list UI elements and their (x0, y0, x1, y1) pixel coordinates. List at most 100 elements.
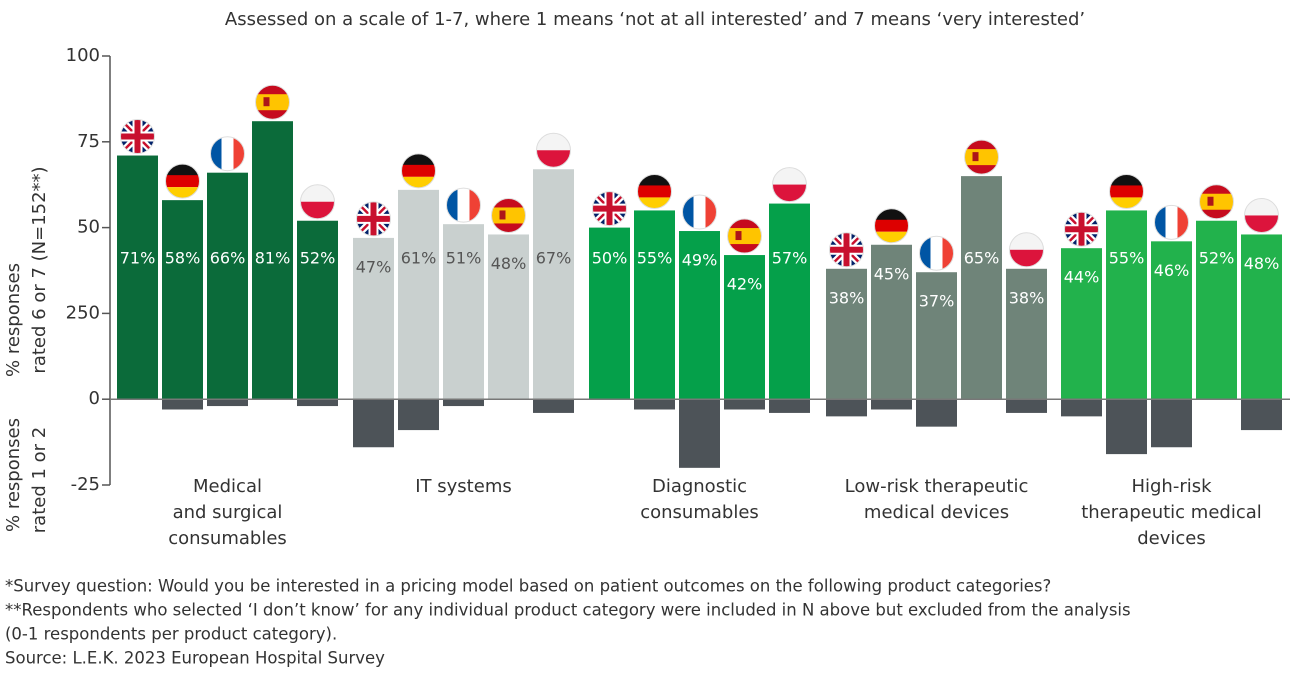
bar (826, 268, 867, 400)
y-tick-label: 75 (77, 131, 100, 152)
value-label: 37% (919, 292, 955, 311)
value-label: 48% (491, 254, 527, 273)
x-tick-label: therapeutic medical (1081, 502, 1262, 523)
negative-bar (1006, 399, 1047, 413)
flag-rim (446, 187, 481, 223)
bar (443, 224, 484, 400)
value-label: 66% (210, 249, 246, 268)
negative-bar (634, 399, 675, 410)
value-label: 46% (1154, 261, 1190, 280)
bar (871, 244, 912, 400)
y-tick-label: 0 (89, 388, 100, 409)
value-label: 55% (1109, 249, 1145, 268)
value-label: 65% (964, 249, 1000, 268)
subtitle: Assessed on a scale of 1-7, where 1 mean… (225, 9, 1085, 30)
flag-rim (1154, 204, 1189, 240)
flag-rim (491, 197, 526, 233)
y-tick-label: -25 (71, 474, 100, 495)
flag-rim (300, 184, 335, 220)
bar (533, 169, 574, 400)
value-label: 71% (120, 249, 156, 268)
flag-rim (727, 218, 762, 254)
bar (1006, 268, 1047, 400)
flag-rim (637, 173, 672, 209)
flag-rim (255, 84, 290, 120)
x-tick-label: devices (1137, 528, 1206, 549)
y-axis-label: rated 6 or 7 (N=152**) (29, 166, 50, 373)
bar (252, 121, 293, 400)
flag-rim (964, 139, 999, 175)
negative-bar (1241, 399, 1282, 431)
flag-rim (120, 119, 155, 155)
x-tick-label: consumables (640, 502, 759, 523)
negative-bar (162, 399, 203, 410)
negative-bar (679, 399, 720, 468)
value-label: 50% (592, 249, 628, 268)
flag-rim (1064, 211, 1099, 247)
x-tick-label: High-risk (1131, 476, 1212, 497)
flag-rim (919, 235, 954, 271)
negative-bar (443, 399, 484, 407)
negative-bar (916, 399, 957, 427)
value-label: 58% (165, 249, 201, 268)
bar (916, 272, 957, 400)
y-tick-label: 250 (66, 302, 100, 323)
bar (398, 189, 439, 400)
flag-rim (874, 208, 909, 244)
bar (1106, 210, 1147, 400)
bar (589, 227, 630, 400)
bar (353, 237, 394, 400)
value-label: 55% (637, 249, 673, 268)
value-label: 48% (1244, 254, 1280, 273)
bar (724, 255, 765, 400)
flag-rim (536, 132, 571, 168)
bar (207, 172, 248, 400)
flag-rim (1009, 232, 1044, 268)
y-tick-label: 50 (77, 217, 100, 238)
value-label: 45% (874, 264, 910, 283)
flag-rim (772, 167, 807, 203)
value-label: 42% (727, 275, 763, 294)
value-label: 52% (300, 249, 336, 268)
bar (634, 210, 675, 400)
negative-bar (724, 399, 765, 410)
value-label: 61% (401, 249, 437, 268)
value-label: 52% (1199, 249, 1235, 268)
flag-rim (401, 153, 436, 189)
value-label: 49% (682, 251, 718, 270)
footnote: Source: L.E.K. 2023 European Hospital Su… (5, 649, 385, 668)
negative-bar (207, 399, 248, 407)
x-tick-label: Diagnostic (652, 476, 747, 497)
bar (162, 200, 203, 400)
negative-bar (826, 399, 867, 417)
x-tick-label: Medical (193, 476, 262, 497)
flag-rim (592, 191, 627, 227)
value-label: 38% (1009, 288, 1045, 307)
value-label: 81% (255, 249, 291, 268)
y-tick-label: 100 (66, 45, 100, 66)
negative-bar (871, 399, 912, 410)
bar (1151, 241, 1192, 400)
value-label: 47% (356, 257, 392, 276)
value-label: 67% (536, 249, 572, 268)
x-tick-label: medical devices (864, 502, 1009, 523)
bar (488, 234, 529, 400)
y-axis-label: % responses (3, 418, 24, 532)
value-label: 44% (1064, 268, 1100, 287)
value-label: 57% (772, 249, 808, 268)
flag-rim (1244, 197, 1279, 233)
flag-rim (356, 201, 391, 237)
negative-bar (533, 399, 574, 413)
negative-bar (1061, 399, 1102, 417)
negative-bar (769, 399, 810, 413)
y-axis-label: rated 1 or 2 (29, 427, 50, 533)
bar (297, 220, 338, 400)
value-label: 51% (446, 249, 482, 268)
x-tick-label: and surgical (173, 502, 283, 523)
flag-rim (165, 163, 200, 199)
bar (769, 203, 810, 400)
footnote: *Survey question: Would you be intereste… (5, 577, 1051, 596)
negative-bar (1151, 399, 1192, 448)
